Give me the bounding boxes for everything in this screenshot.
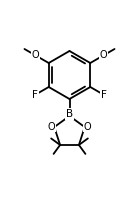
- Text: B: B: [66, 109, 73, 119]
- Text: F: F: [101, 90, 107, 100]
- Text: O: O: [100, 50, 107, 61]
- Text: O: O: [32, 50, 39, 61]
- Text: O: O: [48, 122, 56, 131]
- Text: O: O: [83, 122, 91, 131]
- Text: F: F: [32, 90, 38, 100]
